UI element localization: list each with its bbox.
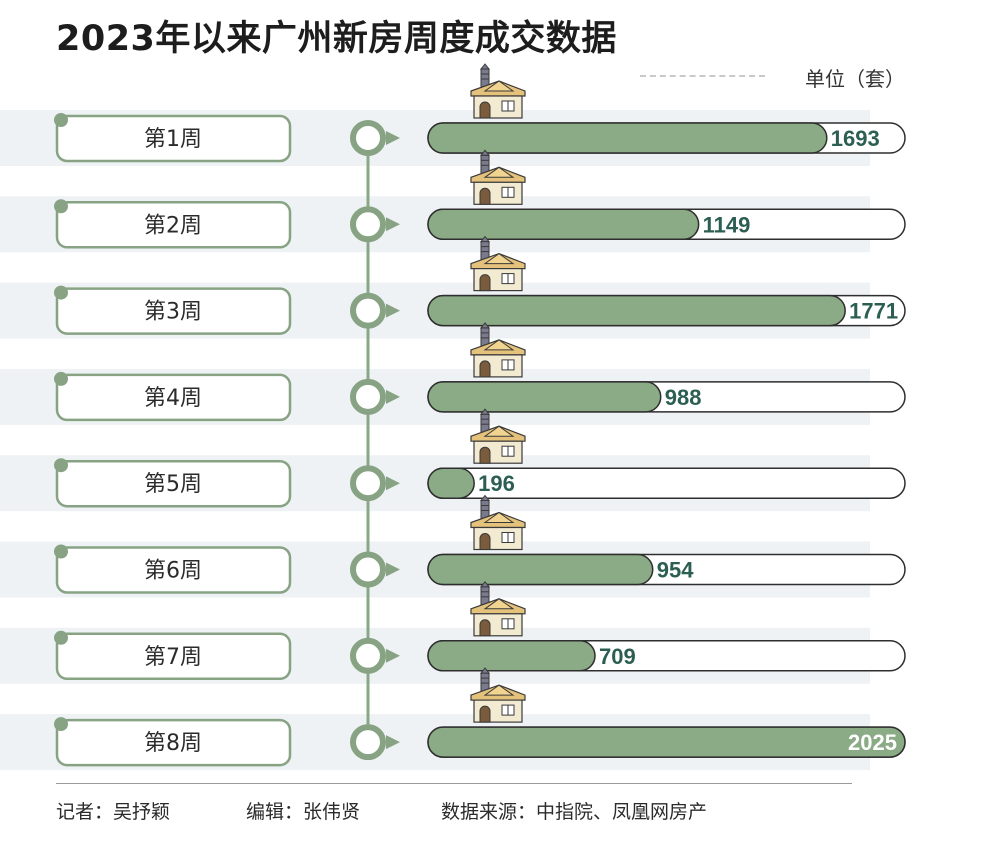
timeline-node-arrow bbox=[386, 131, 400, 145]
bar-row: 第8周 2025 bbox=[54, 667, 906, 767]
timeline-node-icon bbox=[350, 206, 386, 243]
bar-value-label: 709 bbox=[599, 644, 636, 669]
week-label-dot bbox=[54, 630, 68, 645]
timeline-node-icon bbox=[350, 551, 386, 588]
week-label-dot bbox=[54, 199, 68, 214]
week-label-box bbox=[55, 114, 292, 163]
week-label-box bbox=[55, 373, 292, 422]
bar-row: 第5周 196 bbox=[54, 408, 906, 508]
week-label-text: 第2周 bbox=[144, 213, 202, 238]
week-label-dot bbox=[54, 371, 68, 386]
bar-value-label: 988 bbox=[665, 385, 702, 410]
timeline-node-arrow bbox=[386, 562, 400, 577]
bar-value-label: 954 bbox=[657, 558, 694, 583]
footer-reporter: 记者：吴抒颖 bbox=[56, 801, 171, 823]
bar bbox=[427, 467, 475, 499]
bar-value-label: 196 bbox=[478, 471, 515, 496]
bar bbox=[427, 726, 906, 758]
week-label-text: 第8周 bbox=[144, 731, 202, 756]
bar-row: 第2周 1149 bbox=[54, 149, 906, 249]
week-label-text: 第1周 bbox=[144, 127, 202, 152]
timeline-node-icon bbox=[350, 120, 386, 156]
house-icon bbox=[470, 63, 526, 119]
bar-row: 第6周 954 bbox=[54, 494, 906, 594]
timeline-node-icon bbox=[350, 637, 386, 674]
week-label-dot bbox=[54, 285, 68, 300]
week-label-dot bbox=[54, 544, 68, 559]
bar bbox=[427, 640, 596, 672]
timeline-node-icon bbox=[350, 292, 386, 329]
bar-value-label: 1771 bbox=[849, 299, 898, 324]
bar-row: 第4周 988 bbox=[54, 322, 906, 422]
timeline-node-arrow bbox=[386, 217, 400, 232]
bar bbox=[427, 553, 654, 586]
week-label-text: 第5周 bbox=[144, 472, 202, 497]
week-label-box bbox=[55, 632, 292, 681]
timeline-node-icon bbox=[350, 465, 386, 502]
decorative-dash-divider bbox=[640, 75, 765, 77]
timeline-node-arrow bbox=[386, 735, 400, 750]
week-label-dot bbox=[54, 458, 68, 473]
bar-value-label: 2025 bbox=[848, 730, 897, 755]
week-label-box bbox=[55, 201, 292, 249]
unit-label: 单位（套） bbox=[805, 67, 905, 91]
week-label-text: 第4周 bbox=[144, 386, 202, 411]
timeline-node-icon bbox=[350, 378, 386, 415]
bar-value-label: 1693 bbox=[831, 126, 880, 151]
week-label-text: 第7周 bbox=[144, 645, 202, 670]
bar-value-label: 1149 bbox=[703, 212, 751, 237]
footer-source: 数据来源：中指院、凤凰网房产 bbox=[441, 801, 708, 823]
week-label-box bbox=[55, 287, 292, 335]
week-label-box bbox=[55, 546, 292, 594]
bar-row: 第1周 1693 bbox=[54, 63, 906, 163]
bar bbox=[427, 294, 846, 327]
week-label-dot bbox=[54, 113, 68, 127]
timeline-node-arrow bbox=[386, 303, 400, 318]
bar bbox=[427, 208, 700, 241]
week-label-box bbox=[55, 459, 292, 508]
bar-row: 第3周 1771 bbox=[54, 236, 906, 335]
footer-divider bbox=[56, 783, 852, 784]
chart-title: 2023年以来广州新房周度成交数据 bbox=[56, 19, 617, 59]
timeline-node-arrow bbox=[386, 648, 400, 663]
footer-editor: 编辑：张伟贤 bbox=[246, 801, 361, 823]
bar-row: 第7周 709 bbox=[54, 581, 906, 681]
week-label-box bbox=[55, 718, 292, 767]
bar bbox=[427, 381, 662, 413]
week-label-text: 第6周 bbox=[144, 559, 202, 584]
timeline-node-icon bbox=[350, 724, 386, 761]
timeline-node-arrow bbox=[386, 476, 400, 491]
timeline-node-arrow bbox=[386, 389, 400, 404]
week-label-text: 第3周 bbox=[144, 300, 202, 325]
week-label-dot bbox=[54, 717, 68, 732]
bar bbox=[427, 122, 828, 154]
